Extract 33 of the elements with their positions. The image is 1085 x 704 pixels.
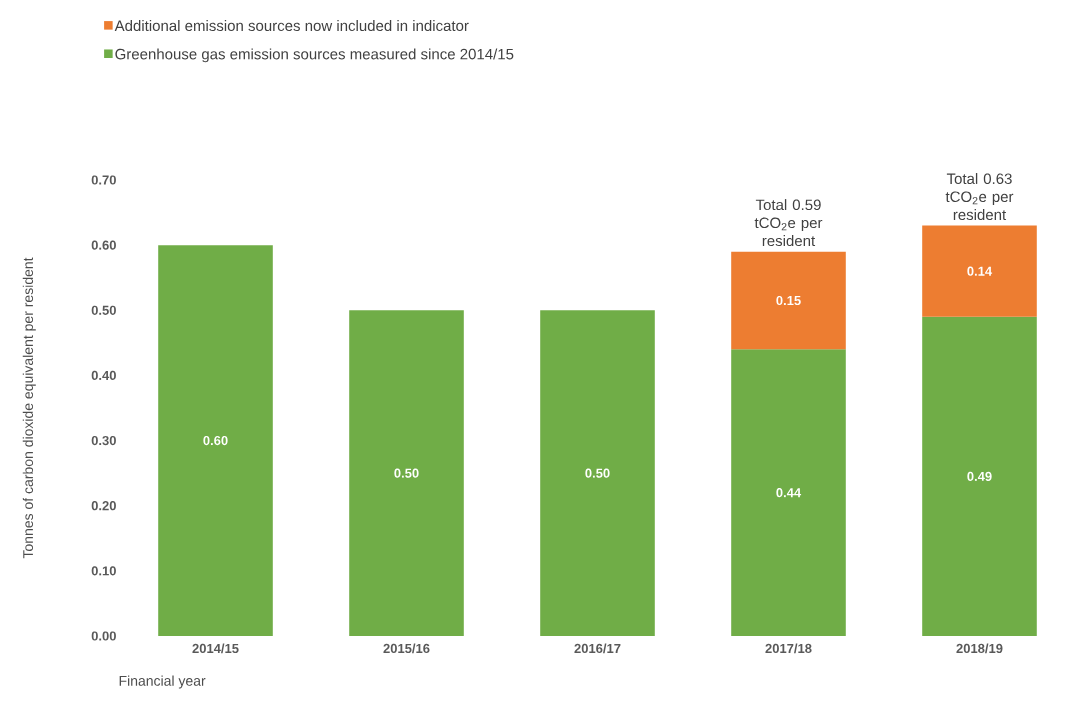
x-tick-label: 2015/16	[383, 643, 430, 654]
data-label: 0.49	[967, 471, 992, 481]
x-axis-title: Financial year	[119, 675, 206, 689]
bar	[349, 310, 464, 636]
y-tick-label: 0.70	[91, 175, 116, 185]
y-tick-label: 0.60	[91, 240, 116, 250]
data-label: 0.44	[776, 488, 802, 498]
x-tick-label: 2017/18	[765, 643, 812, 654]
bar	[731, 349, 846, 636]
y-axis-title: Tonnes of carbon dioxide equivalent per resident	[22, 257, 36, 559]
y-tick-label: 0.00	[91, 631, 116, 641]
bar	[540, 310, 655, 636]
data-label: 0.14	[967, 266, 993, 276]
bar	[731, 251, 846, 350]
data-label: 0.50	[585, 468, 610, 478]
y-tick-label: 0.30	[91, 435, 116, 446]
total-label: Total 0.59 tCO$_{2}$e per resident	[754, 199, 823, 247]
bar	[922, 316, 1037, 636]
x-tick-label: 2016/17	[574, 643, 621, 654]
data-label: 0.60	[203, 435, 228, 446]
x-tick-label: 2014/15	[192, 643, 239, 654]
bar	[158, 245, 273, 636]
y-tick-label: 0.50	[91, 305, 116, 315]
data-label: 0.15	[776, 295, 801, 306]
y-tick-label: 0.40	[91, 370, 116, 381]
data-label: 0.50	[394, 468, 419, 478]
bar	[922, 225, 1037, 317]
total-label: Total 0.63 tCO$_{2}$e per resident	[945, 173, 1014, 221]
y-tick-label: 0.20	[91, 501, 116, 511]
legend-label: Additional emission sources now included in indicator	[114, 20, 469, 32]
legend-label: Greenhouse gas emission sources measured since 2014/15	[115, 48, 514, 63]
x-tick-label: 2018/19	[956, 643, 1003, 654]
y-tick-label: 0.10	[91, 566, 116, 576]
